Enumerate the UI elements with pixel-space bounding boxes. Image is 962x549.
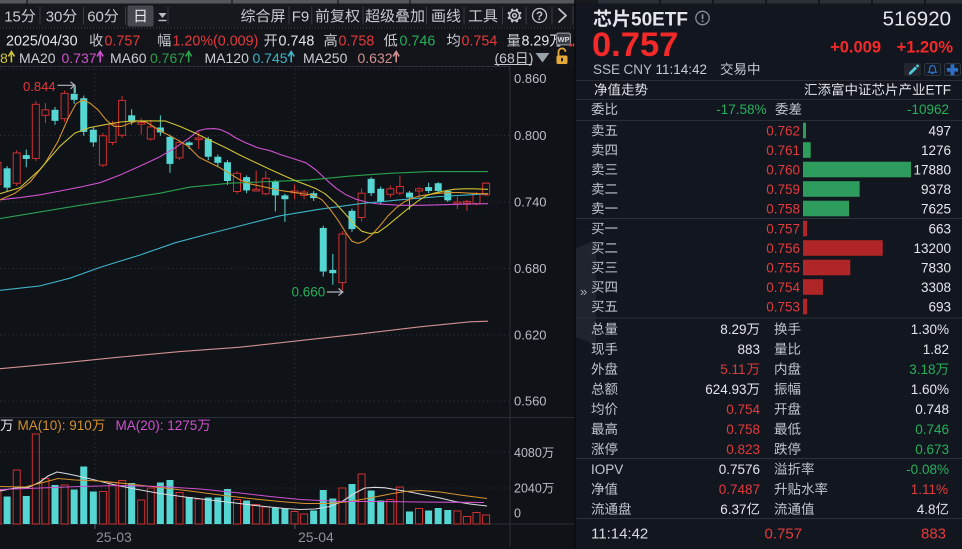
svg-text:0.767: 0.767 xyxy=(150,50,185,66)
svg-text:0.632: 0.632 xyxy=(358,50,393,66)
svg-text:30: 30 xyxy=(46,8,63,25)
svg-text:1.11%: 1.11% xyxy=(911,482,948,497)
svg-text:0.754: 0.754 xyxy=(462,34,498,50)
svg-text:8.29: 8.29 xyxy=(720,322,746,337)
svg-text:0.758: 0.758 xyxy=(339,34,375,50)
svg-text:4080: 4080 xyxy=(514,446,542,460)
svg-text:3.18: 3.18 xyxy=(909,362,935,377)
svg-text:0.660: 0.660 xyxy=(292,285,326,300)
svg-text:MA(20): 1275: MA(20): 1275 xyxy=(116,418,198,433)
svg-text:0.748: 0.748 xyxy=(279,34,315,50)
svg-text:1.82: 1.82 xyxy=(923,342,949,357)
svg-text:0.754: 0.754 xyxy=(766,280,800,295)
svg-text:0.844: 0.844 xyxy=(23,79,56,94)
svg-text:13200: 13200 xyxy=(914,241,952,256)
svg-text:+0.009: +0.009 xyxy=(830,39,881,57)
svg-text:0.754: 0.754 xyxy=(726,402,760,417)
svg-text:1.60%: 1.60% xyxy=(911,382,949,397)
svg-text:60: 60 xyxy=(87,8,104,25)
svg-text:663: 663 xyxy=(929,221,952,236)
svg-text:MA60: MA60 xyxy=(110,50,147,66)
svg-text:2025/04/30: 2025/04/30 xyxy=(6,34,78,50)
svg-text:»: » xyxy=(580,284,587,299)
svg-text:MA250: MA250 xyxy=(303,50,348,66)
svg-text:-0.08%: -0.08% xyxy=(906,462,949,477)
svg-text:F9: F9 xyxy=(292,8,310,25)
svg-text:693: 693 xyxy=(929,299,952,314)
svg-text:497: 497 xyxy=(929,123,952,138)
svg-text:0.748: 0.748 xyxy=(915,402,949,417)
svg-text:0.757: 0.757 xyxy=(105,34,141,50)
svg-text:0.761: 0.761 xyxy=(766,143,800,158)
svg-text:2040: 2040 xyxy=(514,482,542,496)
svg-text:0.560: 0.560 xyxy=(514,394,547,409)
svg-text:0.759: 0.759 xyxy=(766,182,800,197)
svg-text:0.823: 0.823 xyxy=(726,442,760,457)
svg-text:11:14:42: 11:14:42 xyxy=(591,526,648,543)
svg-text:0.7576: 0.7576 xyxy=(719,462,760,477)
svg-text:0.680: 0.680 xyxy=(514,261,547,276)
svg-text:8: 8 xyxy=(0,50,8,66)
svg-text:+1.20%: +1.20% xyxy=(897,39,954,57)
svg-text:0: 0 xyxy=(514,507,521,521)
svg-text:624.93: 624.93 xyxy=(705,382,746,397)
svg-text:): ) xyxy=(529,50,534,66)
svg-text:0.800: 0.800 xyxy=(514,128,547,143)
svg-text:11:14:42: 11:14:42 xyxy=(656,62,708,77)
svg-text:883: 883 xyxy=(738,342,761,357)
svg-text:CNY: CNY xyxy=(624,62,653,77)
svg-text:50ETF: 50ETF xyxy=(631,10,688,31)
svg-text:0.620: 0.620 xyxy=(514,328,547,343)
svg-text:7625: 7625 xyxy=(921,201,951,216)
svg-text:-10962: -10962 xyxy=(907,102,949,117)
svg-text:MA(10): 910: MA(10): 910 xyxy=(18,418,92,433)
svg-text:1276: 1276 xyxy=(921,143,951,158)
svg-text:(68: (68 xyxy=(495,50,515,66)
svg-text:ETF: ETF xyxy=(926,83,952,98)
svg-text:0.757: 0.757 xyxy=(766,221,800,236)
svg-text:WP: WP xyxy=(558,35,570,44)
svg-text:0.745: 0.745 xyxy=(253,50,288,66)
svg-text:SSE: SSE xyxy=(593,62,620,77)
svg-text:0.755: 0.755 xyxy=(766,260,800,275)
svg-text:?: ? xyxy=(536,11,543,23)
svg-text:0.7487: 0.7487 xyxy=(719,482,760,497)
svg-text:0.762: 0.762 xyxy=(766,123,800,138)
svg-text:0.756: 0.756 xyxy=(766,241,800,256)
svg-text:4.8: 4.8 xyxy=(917,502,936,517)
svg-text:0.758: 0.758 xyxy=(726,422,760,437)
svg-text:0.746: 0.746 xyxy=(400,34,436,50)
svg-text:-17.58%: -17.58% xyxy=(716,102,766,117)
svg-text:0.753: 0.753 xyxy=(766,299,800,314)
svg-text:0.746: 0.746 xyxy=(915,422,949,437)
svg-text:25-04: 25-04 xyxy=(298,529,334,545)
svg-text:0.673: 0.673 xyxy=(915,442,949,457)
svg-text:5.11: 5.11 xyxy=(720,362,745,377)
svg-text:0.758: 0.758 xyxy=(766,201,800,216)
svg-text:0.737: 0.737 xyxy=(62,50,97,66)
svg-text:25-03: 25-03 xyxy=(96,529,132,545)
svg-text:9378: 9378 xyxy=(921,182,951,197)
svg-text:MA20: MA20 xyxy=(19,50,56,66)
svg-text:15: 15 xyxy=(4,8,21,25)
svg-text:516920: 516920 xyxy=(883,8,951,31)
svg-text:17880: 17880 xyxy=(914,162,952,177)
svg-text:0.757: 0.757 xyxy=(592,26,678,64)
svg-text:6.37: 6.37 xyxy=(720,502,746,517)
svg-text:1.30%: 1.30% xyxy=(911,322,949,337)
svg-text:0.860: 0.860 xyxy=(514,71,547,86)
svg-text:0.757: 0.757 xyxy=(765,526,803,543)
svg-text:8.29: 8.29 xyxy=(522,34,550,50)
svg-text:MA120: MA120 xyxy=(205,50,250,66)
svg-text:3308: 3308 xyxy=(921,280,951,295)
svg-text:1.20%(0.009): 1.20%(0.009) xyxy=(173,34,259,50)
svg-text:IOPV: IOPV xyxy=(591,462,623,477)
svg-text:7830: 7830 xyxy=(921,260,951,275)
svg-text:883: 883 xyxy=(921,526,946,543)
svg-text:0.740: 0.740 xyxy=(514,195,547,210)
svg-text:0.760: 0.760 xyxy=(766,162,800,177)
